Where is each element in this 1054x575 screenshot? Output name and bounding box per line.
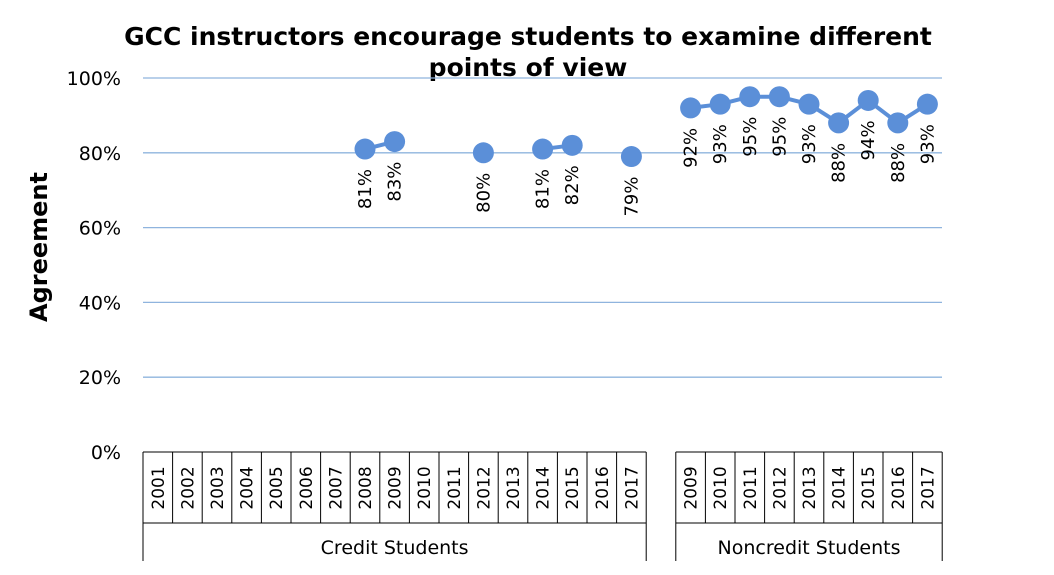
data-label: 81% (533, 169, 554, 209)
x-tick-label: 2012 (474, 466, 494, 509)
data-label: 88% (829, 143, 850, 183)
data-label: 79% (621, 177, 642, 217)
x-tick-label: 2017 (918, 466, 938, 509)
data-point (561, 134, 583, 156)
x-tick-label: 2001 (149, 466, 169, 509)
data-label: 93% (799, 124, 820, 164)
x-tick-label: 2012 (770, 466, 790, 509)
data-label: 82% (562, 165, 583, 205)
data-label: 80% (473, 173, 494, 213)
data-point (768, 86, 790, 108)
data-label: 95% (740, 117, 761, 157)
data-label: 93% (710, 124, 731, 164)
y-tick-label: 40% (79, 292, 121, 314)
data-point (828, 112, 850, 134)
x-tick-label: 2007 (326, 466, 346, 509)
x-tick-label: 2009 (682, 466, 702, 509)
data-point (798, 93, 820, 115)
x-tick-label: 2009 (386, 466, 406, 509)
gridlines (143, 77, 942, 378)
chart-title-line-2: points of view (429, 53, 628, 82)
x-tick-label: 2005 (267, 466, 287, 509)
x-tick-label: 2011 (741, 466, 761, 509)
group-label: Credit Students (321, 537, 469, 559)
data-point (916, 93, 938, 115)
x-tick-label: 2008 (356, 466, 376, 509)
data-point (384, 131, 406, 153)
data-label: 92% (681, 128, 702, 168)
data-label: 95% (769, 117, 790, 157)
y-tick-label: 0% (91, 442, 121, 464)
x-tick-label: 2003 (208, 466, 228, 509)
data-point (739, 86, 761, 108)
group-label: Noncredit Students (718, 537, 901, 559)
x-tick-label: 2010 (711, 466, 731, 509)
y-axis-ticks: 0% 20% 40% 60% 80% 100% (67, 68, 121, 464)
x-tick-label: 2014 (534, 466, 554, 509)
data-point (472, 142, 494, 164)
x-tick-label: 2015 (563, 466, 583, 509)
y-tick-label: 20% (79, 367, 121, 389)
data-point (532, 138, 554, 160)
data-label: 83% (385, 162, 406, 202)
y-tick-label: 60% (79, 218, 121, 240)
series-agreement: 81% 83% 80% 81% 82% 79% 92% 93% 95% 95% 93% 88% 94% 8… (354, 86, 938, 217)
x-tick-label: 2016 (593, 466, 613, 509)
data-point (857, 89, 879, 111)
data-label: 93% (917, 124, 938, 164)
x-tick-label: 2013 (504, 466, 524, 509)
y-tick-label: 80% (79, 143, 121, 165)
data-point (354, 138, 376, 160)
data-point (680, 97, 702, 119)
x-tick-label: 2017 (622, 466, 642, 509)
x-tick-label: 2004 (238, 466, 258, 509)
data-point (620, 146, 642, 168)
x-tick-label: 2016 (889, 466, 909, 509)
data-point (709, 93, 731, 115)
x-tick-label: 2013 (800, 466, 820, 509)
data-label: 81% (355, 169, 376, 209)
x-tick-label: 2002 (178, 466, 198, 509)
data-point (887, 112, 909, 134)
data-label: 94% (858, 120, 879, 160)
x-tick-label: 2014 (830, 466, 850, 509)
y-tick-label: 100% (67, 68, 121, 90)
data-label: 88% (888, 143, 909, 183)
chart-title-line-1: GCC instructors encourage students to ex… (124, 22, 932, 51)
x-tick-label: 2006 (297, 466, 317, 509)
x-tick-label: 2015 (859, 466, 879, 509)
x-axis: Credit Students Noncredit Students 2001 200… (142, 451, 943, 561)
x-tick-label: 2010 (415, 466, 435, 509)
y-axis-label: Agreement (25, 172, 53, 322)
chart-title: GCC instructors encourage students to ex… (124, 22, 932, 82)
x-tick-label: 2011 (445, 466, 465, 509)
